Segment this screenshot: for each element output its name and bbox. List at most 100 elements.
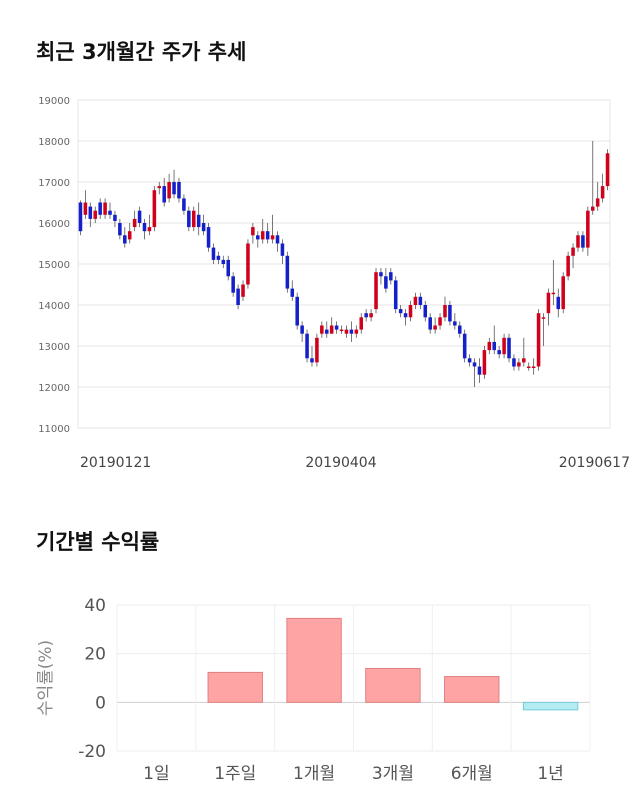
candle-body [300, 325, 304, 334]
candle-body [305, 333, 309, 359]
candle-body [556, 296, 561, 310]
y-axis-label: 수익률(%) [36, 640, 56, 716]
x-tick-label: 3개월 [372, 764, 414, 784]
candle-body [408, 305, 413, 318]
candle-body [246, 243, 250, 285]
candle-body [428, 317, 432, 330]
candle-body [201, 223, 206, 232]
candle-body [265, 231, 270, 240]
candle-body [571, 247, 575, 256]
x-tick-label: 20190121 [80, 455, 151, 471]
candle-body [586, 210, 590, 248]
candle-body [78, 202, 83, 232]
candle-body [275, 235, 280, 244]
x-tick-label: 20190404 [305, 455, 376, 471]
stock-candlestick-chart: 11000 12000 13000 14000 15000 16000 17000 18000… [38, 96, 630, 471]
y-tick-label: 19000 [38, 96, 70, 107]
candle-body [536, 313, 541, 367]
candle-body [497, 350, 501, 355]
candle-body [448, 305, 452, 322]
candle-body [83, 202, 88, 215]
candle-body [384, 276, 388, 289]
candle-body [522, 358, 526, 363]
candle-body [398, 309, 403, 314]
candle-body [157, 186, 162, 189]
candle-body [600, 186, 605, 199]
candle-body [418, 296, 423, 305]
y-tick-label: 20 [84, 645, 106, 665]
candle-body [487, 341, 492, 351]
candle-body [142, 223, 147, 232]
candle-body [310, 358, 314, 363]
y-tick-label: 0 [95, 693, 106, 713]
candle-body [477, 366, 482, 375]
candle-body [260, 231, 265, 240]
candle-body [280, 243, 285, 256]
candle-body [177, 182, 181, 199]
candle-body [162, 186, 166, 203]
candle-body [137, 210, 142, 223]
x-tick-label: 1년 [537, 764, 563, 784]
period-return-title: 기간별 수익률 [36, 530, 160, 554]
candle-body [590, 206, 595, 211]
candle-body [108, 210, 112, 215]
y-tick-label: 11000 [38, 424, 70, 435]
candle-body [123, 235, 127, 244]
candle-body [576, 235, 580, 248]
candle-body [196, 214, 201, 228]
candle-body [206, 227, 211, 248]
candle-body [251, 227, 255, 236]
return-bar [444, 676, 500, 703]
candle-body [324, 329, 329, 334]
candle-body [482, 350, 487, 375]
candle-body [226, 259, 231, 277]
candle-body [191, 210, 196, 228]
y-tick-label: -20 [78, 742, 106, 762]
y-tick-label: 15000 [38, 260, 70, 271]
candle-body [231, 276, 235, 293]
candle-body [315, 337, 319, 363]
candle-body [172, 182, 176, 195]
candle-body [379, 272, 383, 277]
candle-body [290, 288, 295, 297]
x-tick-label: 1개월 [293, 764, 335, 784]
candle-body [152, 190, 157, 228]
candle-body [236, 288, 240, 305]
candle-body [561, 276, 565, 310]
candle-body [512, 358, 516, 367]
candle-body [423, 305, 428, 318]
candle-body [147, 227, 152, 232]
candle-body [389, 272, 393, 281]
candle-body [526, 366, 531, 368]
y-tick-label: 18000 [38, 137, 70, 148]
y-tick-label: 13000 [38, 342, 70, 353]
candle-body [546, 292, 551, 314]
candle-body [359, 317, 364, 330]
candle-body [492, 341, 497, 351]
candle-body [502, 337, 506, 355]
candle-body [605, 153, 610, 187]
candle-body [334, 325, 339, 330]
candle-body [339, 329, 344, 332]
candle-body [453, 321, 457, 326]
candle-body [541, 317, 546, 319]
candle-body [551, 292, 556, 295]
candle-body [349, 329, 354, 334]
candle-body [364, 313, 368, 318]
candle-body [433, 325, 437, 330]
candle-body [167, 182, 171, 199]
candle-body [393, 280, 398, 310]
candle-body [93, 210, 98, 219]
candle-body [472, 362, 477, 367]
candle-body [413, 296, 418, 305]
return-bar [522, 701, 579, 711]
candle-body [517, 362, 521, 367]
candle-body [132, 218, 137, 228]
candle-body [581, 235, 585, 248]
candle-body [295, 296, 299, 326]
stock-trend-title: 최근 3개월간 주가 추세 [36, 40, 247, 64]
y-tick-label: 14000 [38, 301, 70, 312]
candle-body [369, 313, 373, 318]
x-tick-label: 1주일 [214, 764, 256, 784]
candle-body [320, 325, 324, 334]
